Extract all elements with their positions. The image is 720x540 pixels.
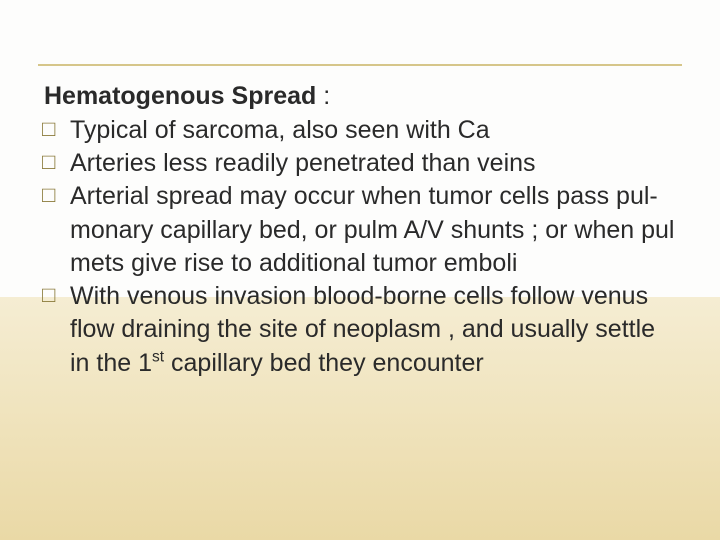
content-area: Hematogenous Spread : □ Typical of sarcom… — [42, 80, 678, 380]
bullet-list: □ Typical of sarcoma, also seen with Ca □ A… — [42, 114, 678, 380]
bullet-marker-icon: □ — [42, 147, 55, 176]
heading-colon: : — [316, 82, 330, 110]
bullet-marker-icon: □ — [42, 280, 55, 309]
list-item-text: Arteries less readily penetrated than ve… — [70, 149, 536, 177]
heading-title: Hematogenous Spread — [44, 82, 316, 110]
title-divider — [38, 64, 682, 66]
list-item-text: Arterial spread may occur when tumor cel… — [70, 182, 674, 277]
list-item: □ Typical of sarcoma, also seen with Ca — [42, 114, 678, 147]
slide-container: Hematogenous Spread : □ Typical of sarcom… — [0, 0, 720, 540]
list-item: □ With venous invasion blood-borne cells… — [42, 280, 678, 380]
list-item-text: With venous invasion blood-borne cells f… — [70, 282, 655, 377]
bullet-marker-icon: □ — [42, 180, 55, 209]
list-item-text: Typical of sarcoma, also seen with Ca — [70, 116, 490, 144]
heading: Hematogenous Spread : — [44, 80, 678, 114]
list-item: □ Arteries less readily penetrated than v… — [42, 147, 678, 180]
bullet-marker-icon: □ — [42, 114, 55, 143]
list-item: □ Arterial spread may occur when tumor ce… — [42, 180, 678, 280]
